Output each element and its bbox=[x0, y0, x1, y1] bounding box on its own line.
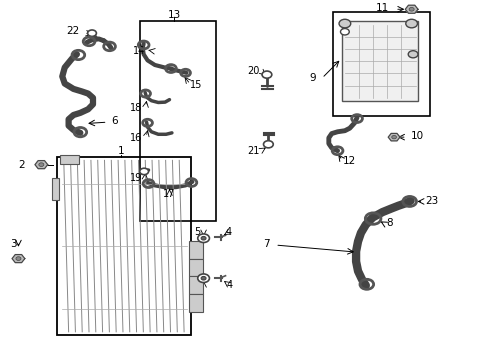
Polygon shape bbox=[388, 134, 400, 141]
Text: 19: 19 bbox=[130, 173, 143, 183]
Circle shape bbox=[408, 51, 418, 58]
Text: 23: 23 bbox=[425, 196, 439, 206]
Bar bbox=[333, 12, 430, 116]
Text: 5: 5 bbox=[195, 227, 201, 237]
Circle shape bbox=[262, 71, 272, 78]
Circle shape bbox=[201, 237, 206, 240]
Circle shape bbox=[198, 274, 209, 283]
Text: 9: 9 bbox=[309, 73, 316, 83]
Text: 10: 10 bbox=[411, 131, 424, 141]
Bar bbox=[189, 294, 202, 312]
Polygon shape bbox=[12, 255, 25, 262]
Text: 17: 17 bbox=[163, 189, 176, 199]
Circle shape bbox=[264, 141, 273, 148]
Bar bbox=[343, 21, 418, 102]
Text: 13: 13 bbox=[168, 10, 181, 20]
Text: 21: 21 bbox=[247, 146, 260, 156]
Circle shape bbox=[339, 19, 351, 28]
Text: 6: 6 bbox=[111, 116, 118, 126]
Circle shape bbox=[341, 28, 349, 35]
Text: 7: 7 bbox=[263, 239, 270, 249]
Circle shape bbox=[39, 163, 44, 167]
Circle shape bbox=[88, 30, 97, 36]
Text: 20: 20 bbox=[247, 66, 260, 76]
Bar bbox=[189, 258, 202, 276]
Text: 8: 8 bbox=[386, 218, 393, 228]
Text: 22: 22 bbox=[66, 26, 79, 36]
Bar bbox=[51, 178, 59, 200]
Circle shape bbox=[16, 257, 21, 260]
Circle shape bbox=[140, 168, 148, 175]
Text: 4: 4 bbox=[226, 280, 232, 290]
Bar bbox=[189, 241, 202, 258]
Bar bbox=[189, 276, 202, 294]
Polygon shape bbox=[405, 5, 418, 13]
Bar bbox=[140, 21, 216, 221]
Text: 2: 2 bbox=[18, 159, 25, 170]
Circle shape bbox=[409, 8, 414, 11]
Text: 16: 16 bbox=[130, 133, 143, 143]
Text: 15: 15 bbox=[191, 80, 203, 90]
Text: 11: 11 bbox=[375, 3, 389, 13]
Text: 12: 12 bbox=[343, 157, 356, 166]
Text: 1: 1 bbox=[118, 147, 124, 157]
Text: 4: 4 bbox=[225, 227, 231, 237]
Bar bbox=[57, 157, 192, 336]
Text: 3: 3 bbox=[10, 239, 17, 249]
Circle shape bbox=[201, 276, 206, 280]
Polygon shape bbox=[35, 161, 48, 169]
Bar bbox=[60, 155, 79, 164]
Circle shape bbox=[406, 19, 417, 28]
Circle shape bbox=[392, 135, 396, 139]
Text: 5: 5 bbox=[193, 282, 199, 292]
Circle shape bbox=[198, 234, 209, 243]
Text: 18: 18 bbox=[129, 103, 142, 113]
Text: 14: 14 bbox=[133, 46, 145, 56]
